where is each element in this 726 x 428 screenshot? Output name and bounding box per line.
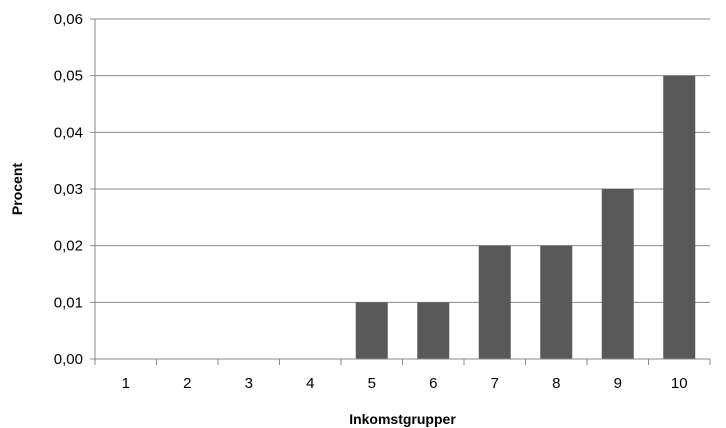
x-tick-label: 7 [491,375,499,392]
x-tick-label: 6 [429,375,437,392]
x-tick-label: 5 [368,375,376,392]
y-tick-label: 0,00 [54,351,83,368]
bar-6 [417,302,450,359]
y-tick-label: 0,03 [54,181,83,198]
bar-5 [355,302,388,359]
y-tick-label: 0,05 [54,68,83,85]
x-tick-label: 10 [671,375,688,392]
x-tick-label: 2 [183,375,191,392]
x-tick-label: 1 [122,375,130,392]
y-tick-label: 0,04 [54,124,83,141]
bar-8 [540,245,573,359]
x-tick-label: 8 [552,375,560,392]
bar-7 [478,245,511,359]
bar-10 [663,75,696,360]
x-tick-label: 3 [245,375,253,392]
y-axis-ticks: 0,00 0,01 0,02 0,03 0,04 0,05 0,06 [54,11,95,368]
x-axis-title: Inkomstgrupper [349,411,456,427]
x-tick-label: 4 [306,375,314,392]
bar-9 [601,189,634,359]
y-axis-title: Procent [9,163,25,215]
x-axis-ticks: 1 2 3 4 5 6 7 8 9 10 [122,359,711,392]
x-tick-label: 9 [614,375,622,392]
y-tick-label: 0,02 [54,238,83,255]
bars [355,75,696,360]
y-tick-label: 0,01 [54,294,83,311]
y-tick-label: 0,06 [54,11,83,28]
